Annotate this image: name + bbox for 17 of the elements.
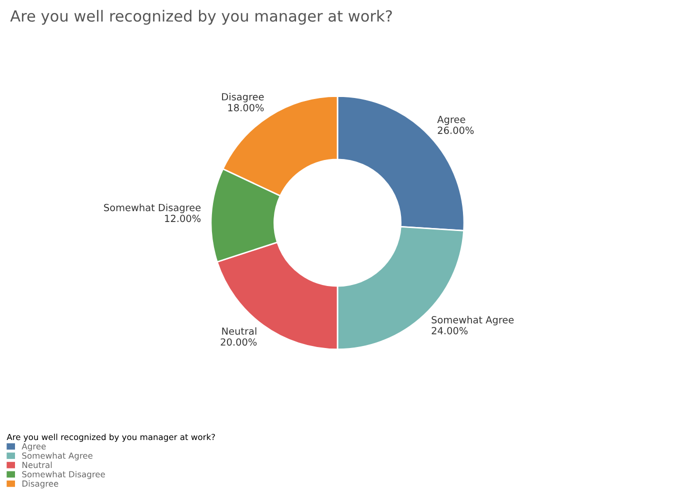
data-label: 26.00%	[438, 126, 474, 134]
data-label: 18.00%	[228, 104, 264, 112]
chart-title: Are you well recognized by you manager at work?	[10, 10, 392, 25]
legend-label: Somewhat Disagree	[22, 470, 105, 480]
legend-title: Are you well recognized by you manager at work?	[6, 434, 215, 442]
slice-label: Somewhat Disagree	[104, 204, 201, 214]
legend-label: Somewhat Agree	[22, 452, 92, 460]
data-label: 20.00%	[220, 338, 257, 346]
slice-label: Neutral	[222, 327, 256, 335]
legend-label: Agree	[22, 443, 46, 452]
legend-label: Disagree	[22, 480, 58, 488]
slice-label: Agree	[437, 116, 466, 125]
slice-label: Somewhat Agree	[432, 316, 514, 326]
data-label: 24.00%	[432, 326, 468, 334]
legend-label: Neutral	[22, 462, 52, 468]
data-label: 12.00%	[165, 214, 201, 222]
slice-label: Disagree	[222, 92, 264, 102]
